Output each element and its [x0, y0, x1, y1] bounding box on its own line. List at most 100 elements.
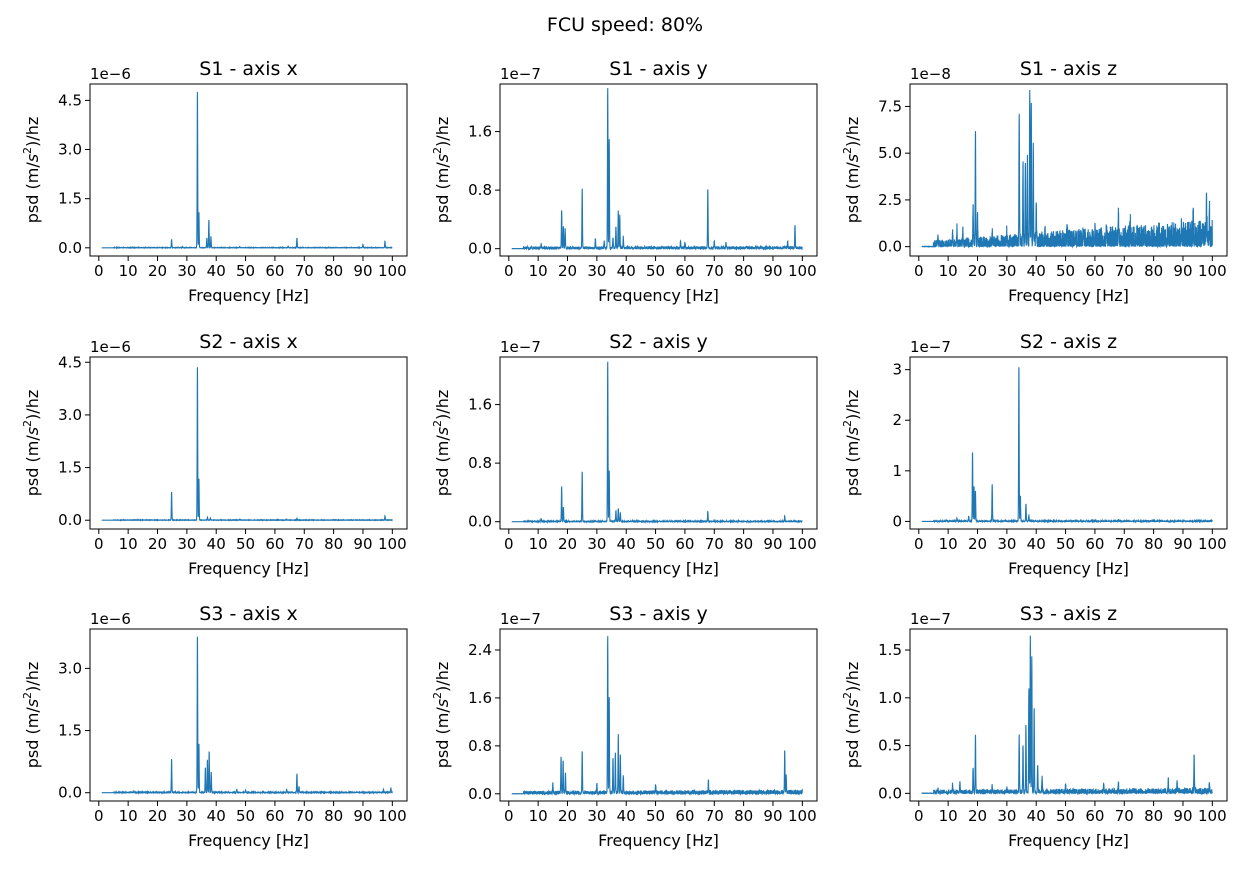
x-tick-label: 50 [236, 262, 255, 280]
x-tick-label: 50 [1056, 262, 1075, 280]
x-tick-label: 80 [734, 807, 753, 825]
x-tick-label: 30 [587, 535, 606, 553]
x-tick-label: 50 [646, 535, 665, 553]
y-offset-label: 1e−7 [910, 610, 951, 628]
x-tick-label: 80 [1144, 807, 1163, 825]
y-tick-label: 0.8 [468, 454, 492, 472]
x-tick-label: 70 [295, 262, 314, 280]
y-offset-label: 1e−8 [910, 65, 951, 83]
y-axis-label-prefix: psd (m/ [843, 707, 862, 769]
subplot-title: S3 - axis x [199, 603, 297, 625]
y-axis-label-prefix: psd (m/ [433, 162, 452, 224]
x-tick-label: 20 [968, 535, 987, 553]
series-line [511, 636, 803, 796]
x-tick-label: 20 [148, 262, 167, 280]
x-tick-label: 80 [734, 535, 753, 553]
x-tick-label: 10 [939, 807, 958, 825]
x-tick-label: 60 [675, 262, 694, 280]
y-axis-label: psd (m/s2)/hz [21, 662, 42, 768]
x-tick-label: 60 [675, 807, 694, 825]
x-tick-label: 90 [353, 807, 372, 825]
x-tick-label: 80 [1144, 535, 1163, 553]
subplot-title: S3 - axis z [1020, 603, 1117, 625]
x-tick-label: 30 [997, 535, 1016, 553]
y-axis-label-prefix: psd (m/ [433, 435, 452, 497]
y-axis-label-exponent: 2 [841, 147, 854, 154]
subplot-title: S2 - axis y [609, 331, 707, 353]
x-tick-label: 20 [148, 807, 167, 825]
x-tick-label: 90 [353, 535, 372, 553]
y-axis-label: psd (m/s2)/hz [841, 117, 862, 223]
y-tick-label: 3.0 [58, 659, 82, 677]
y-tick-label: 3.0 [58, 141, 82, 159]
y-tick-label: 2.4 [468, 641, 492, 659]
y-offset-label: 1e−6 [90, 610, 131, 628]
x-tick-label: 80 [1144, 262, 1163, 280]
y-axis-label-exponent: 2 [21, 147, 34, 154]
x-tick-label: 10 [119, 807, 138, 825]
x-tick-label: 90 [763, 807, 782, 825]
x-tick-label: 40 [1027, 535, 1046, 553]
x-axis-label: Frequency [Hz] [598, 831, 719, 850]
y-tick-label: 4.5 [58, 353, 82, 371]
axes-frame [89, 628, 408, 802]
x-tick-label: 10 [119, 262, 138, 280]
x-tick-label: 50 [1056, 807, 1075, 825]
series-line [101, 636, 393, 795]
y-axis-label-suffix: )/hz [433, 390, 452, 420]
series-line [511, 88, 803, 251]
subplot-title: S1 - axis y [609, 58, 707, 80]
subplot: 0 10 20 30 40 50 60 70 80 90 100 0.0 0.8 1.6 2.4 S3 - a… [431, 603, 818, 850]
y-tick-label: 0.5 [878, 737, 902, 755]
y-tick-label: 0.8 [468, 181, 492, 199]
y-axis-label-suffix: )/hz [23, 390, 42, 420]
x-tick-label: 50 [236, 535, 255, 553]
y-axis-label-prefix: psd (m/ [23, 162, 42, 224]
x-tick-label: 0 [504, 535, 514, 553]
x-tick-label: 20 [968, 262, 987, 280]
x-tick-label: 70 [295, 535, 314, 553]
y-axis-label-suffix: )/hz [433, 662, 452, 692]
axes-frame [499, 356, 818, 530]
axes-frame [89, 83, 408, 257]
x-tick-label: 50 [646, 262, 665, 280]
x-tick-label: 10 [529, 262, 548, 280]
x-tick-label: 100 [1198, 807, 1227, 825]
y-tick-label: 1.6 [468, 123, 492, 141]
y-axis-label-suffix: )/hz [433, 117, 452, 147]
y-axis-label: psd (m/s2)/hz [21, 117, 42, 223]
x-tick-label: 50 [646, 807, 665, 825]
subplot-title: S1 - axis x [199, 58, 297, 80]
x-tick-label: 70 [705, 535, 724, 553]
y-axis-label-prefix: psd (m/ [843, 435, 862, 497]
x-tick-label: 100 [378, 262, 407, 280]
series-line [101, 91, 393, 250]
x-tick-label: 90 [1173, 535, 1192, 553]
x-tick-label: 30 [997, 262, 1016, 280]
y-tick-label: 0.0 [878, 238, 902, 256]
x-tick-label: 100 [788, 262, 817, 280]
x-tick-label: 20 [148, 535, 167, 553]
y-axis-label-exponent: 2 [431, 692, 444, 699]
x-tick-label: 30 [177, 535, 196, 553]
y-axis-label-exponent: 2 [841, 692, 854, 699]
x-tick-label: 60 [675, 535, 694, 553]
y-tick-label: 0.0 [878, 784, 902, 802]
y-tick-label: 3 [892, 361, 902, 379]
x-tick-label: 10 [529, 535, 548, 553]
y-axis-label-exponent: 2 [431, 420, 444, 427]
series-line [511, 361, 803, 524]
x-tick-label: 0 [914, 262, 924, 280]
y-tick-label: 1.5 [878, 641, 902, 659]
x-tick-label: 60 [265, 262, 284, 280]
series-line [921, 89, 1213, 249]
x-tick-label: 30 [177, 262, 196, 280]
y-offset-label: 1e−6 [90, 65, 131, 83]
axes-frame [909, 628, 1228, 802]
x-tick-label: 70 [1115, 262, 1134, 280]
x-axis-label: Frequency [Hz] [188, 559, 309, 578]
y-axis-label-prefix: psd (m/ [843, 162, 862, 224]
y-tick-label: 0.8 [468, 737, 492, 755]
subplot-title: S3 - axis y [609, 603, 707, 625]
x-tick-label: 10 [939, 262, 958, 280]
